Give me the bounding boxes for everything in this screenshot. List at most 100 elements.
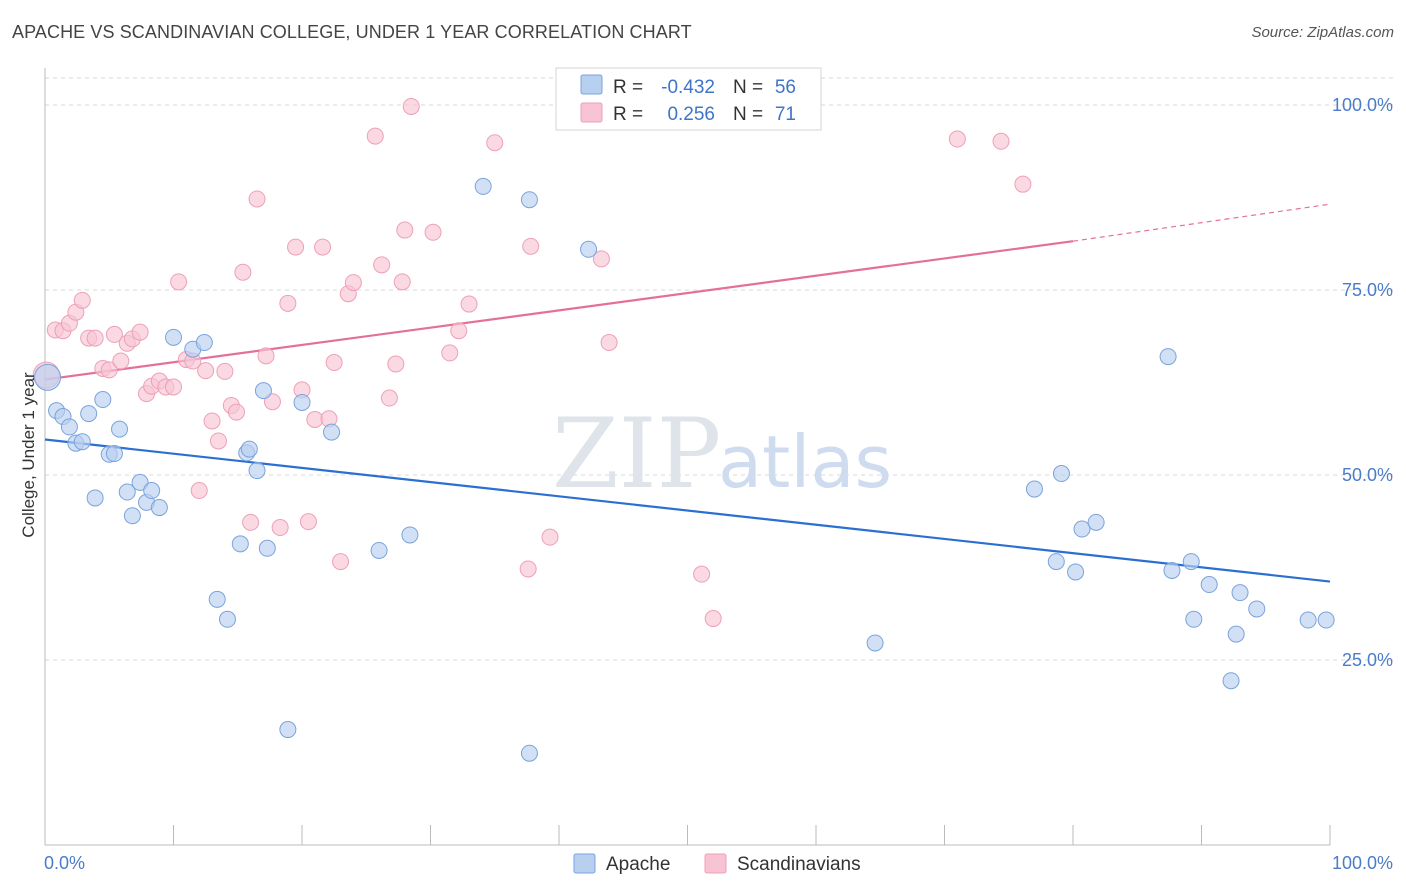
- point-apache-41: [1052, 465, 1070, 483]
- point-apache-0: [34, 363, 62, 391]
- point-apache-51: [1227, 625, 1245, 643]
- point-scandinavians-39: [299, 513, 317, 531]
- point-scandinavians-54: [424, 223, 442, 241]
- point-scandinavians-5: [73, 291, 91, 309]
- stats-scandinavians-swatch: [580, 102, 603, 123]
- point-scandinavians-24: [197, 362, 215, 380]
- legend: Apache Scandinavians: [573, 853, 861, 875]
- point-apache-8: [94, 391, 112, 409]
- point-apache-54: [1299, 611, 1317, 629]
- point-apache-28: [258, 539, 276, 557]
- axis-layer: [44, 68, 1331, 846]
- point-scandinavians-67: [948, 130, 966, 148]
- point-apache-38: [866, 634, 884, 652]
- trendline-scandinavians-extension: [1072, 203, 1331, 242]
- point-scandinavians-66: [704, 610, 722, 628]
- stats-apache-n-label: N =: [733, 77, 763, 98]
- point-scandinavians-35: [271, 519, 289, 537]
- point-apache-48: [1185, 610, 1203, 628]
- point-apache-53: [1248, 600, 1266, 618]
- point-scandinavians-36: [279, 294, 297, 312]
- point-apache-6: [80, 405, 98, 423]
- point-apache-30: [293, 393, 311, 411]
- point-apache-17: [150, 499, 168, 517]
- point-scandinavians-69: [1014, 175, 1032, 193]
- legend-apache-swatch: [573, 853, 596, 874]
- point-scandinavians-37: [287, 238, 305, 256]
- point-apache-36: [520, 744, 538, 762]
- trendline-scandinavians: [44, 240, 1074, 381]
- point-apache-33: [401, 526, 419, 544]
- point-scandinavians-20: [170, 273, 188, 291]
- point-apache-39: [1025, 480, 1043, 498]
- y-tick-label-25: 25.0%: [1342, 650, 1393, 670]
- point-scandinavians-61: [541, 528, 559, 546]
- point-apache-16: [143, 482, 161, 500]
- point-scandinavians-40: [306, 411, 324, 428]
- point-apache-40: [1047, 553, 1065, 571]
- stats-apache-r-label: R =: [613, 77, 643, 98]
- point-apache-37: [580, 240, 598, 258]
- point-apache-3: [60, 418, 78, 436]
- point-apache-42: [1067, 563, 1085, 581]
- point-apache-13: [123, 507, 141, 525]
- grid-layer: 25.0% 50.0% 75.0% 100.0%: [45, 77, 1393, 670]
- point-scandinavians-53: [402, 97, 420, 115]
- point-apache-20: [195, 334, 213, 352]
- point-apache-55: [1317, 611, 1335, 629]
- point-apache-29: [279, 721, 297, 739]
- point-apache-52: [1231, 584, 1249, 602]
- point-scandinavians-23: [190, 482, 208, 500]
- point-scandinavians-9: [100, 361, 118, 379]
- point-scandinavians-51: [393, 273, 411, 291]
- point-apache-25: [240, 440, 258, 458]
- point-apache-12: [118, 483, 136, 501]
- point-apache-35: [520, 191, 538, 209]
- point-scandinavians-62: [592, 250, 610, 268]
- point-scandinavians-48: [373, 256, 391, 274]
- point-scandinavians-63: [600, 334, 618, 352]
- point-scandinavians-41: [314, 238, 332, 256]
- legend-scandinavians-swatch: [704, 853, 727, 874]
- stats-scandinavians-n-label: N =: [733, 104, 763, 125]
- point-scandinavians-34: [263, 393, 281, 411]
- point-scandinavians-68: [992, 132, 1010, 150]
- point-apache-7: [86, 489, 104, 507]
- x-tick-min: 0.0%: [44, 853, 85, 873]
- point-apache-47: [1182, 553, 1200, 571]
- point-scandinavians-43: [325, 354, 343, 372]
- point-scandinavians-50: [387, 355, 405, 373]
- stats-scandinavians-r: 0.256: [667, 104, 715, 125]
- stats-apache-r: -0.432: [661, 77, 715, 98]
- y-tick-label-100: 100.0%: [1332, 95, 1393, 115]
- point-apache-21: [208, 590, 226, 608]
- point-scandinavians-7: [86, 329, 104, 347]
- point-scandinavians-25: [203, 412, 221, 430]
- point-scandinavians-58: [486, 134, 504, 152]
- point-scandinavians-65: [693, 565, 711, 583]
- point-scandinavians-32: [248, 190, 266, 208]
- point-apache-49: [1200, 576, 1218, 594]
- y-tick-label-75: 75.0%: [1342, 280, 1393, 300]
- watermark-atlas: atlas: [718, 420, 892, 504]
- point-scandinavians-11: [112, 352, 130, 370]
- point-apache-5: [73, 433, 91, 451]
- point-scandinavians-47: [366, 127, 384, 145]
- point-apache-43: [1073, 520, 1091, 538]
- point-scandinavians-55: [441, 344, 459, 362]
- point-apache-23: [231, 535, 249, 553]
- point-scandinavians-56: [450, 322, 468, 340]
- stats-scandinavians-n: 71: [775, 104, 796, 125]
- point-scandinavians-31: [242, 513, 260, 531]
- point-apache-31: [323, 423, 341, 441]
- point-scandinavians-30: [234, 263, 252, 281]
- point-apache-27: [254, 382, 272, 400]
- point-apache-50: [1222, 672, 1240, 690]
- point-apache-46: [1163, 561, 1181, 579]
- x-tick-max: 100.0%: [1332, 853, 1393, 873]
- point-scandinavians-33: [257, 347, 275, 365]
- chart-title: APACHE VS SCANDINAVIAN COLLEGE, UNDER 1 …: [12, 22, 692, 42]
- point-scandinavians-14: [131, 323, 149, 341]
- points-layer: [32, 97, 1335, 762]
